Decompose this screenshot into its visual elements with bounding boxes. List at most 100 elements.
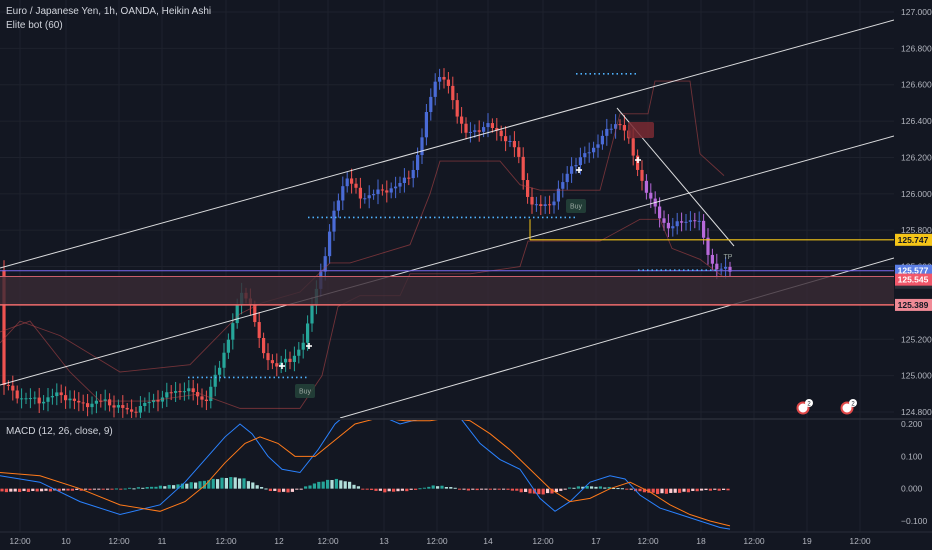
time-axis[interactable]: 12:00 10 12:00 11 12:00 12 12:00 13 12:00 14 12:00… bbox=[9, 536, 871, 546]
macd-histogram-bar bbox=[312, 483, 316, 489]
candle bbox=[121, 405, 125, 408]
candle bbox=[68, 398, 72, 401]
macd-histogram-bar bbox=[154, 486, 158, 489]
candle bbox=[649, 192, 653, 199]
macd-histogram-bar bbox=[44, 488, 48, 491]
macd-histogram-bar bbox=[700, 488, 704, 491]
price-tag-zone-top-text: 125.545 bbox=[898, 275, 929, 285]
candle bbox=[534, 204, 538, 206]
candle bbox=[134, 411, 138, 413]
event-badge-1-dot bbox=[805, 399, 813, 407]
macd-histogram-bar bbox=[40, 488, 44, 492]
candle bbox=[565, 173, 569, 183]
macd-histogram-bar bbox=[656, 488, 660, 495]
price-tick-label: 124.800 bbox=[901, 407, 932, 417]
candle bbox=[490, 123, 494, 128]
price-tick-label: 125.800 bbox=[901, 225, 932, 235]
candle bbox=[600, 135, 604, 145]
macd-histogram-bar bbox=[62, 488, 66, 491]
candle bbox=[86, 403, 90, 408]
macd-histogram-bar bbox=[400, 488, 404, 491]
candle bbox=[728, 266, 732, 272]
candle bbox=[644, 180, 648, 193]
macd-histogram-bar bbox=[282, 488, 286, 492]
symbol-legend[interactable]: Euro / Japanese Yen, 1h, OANDA, Heikin A… bbox=[6, 6, 212, 17]
candle bbox=[407, 177, 411, 179]
macd-histogram-bar bbox=[713, 488, 717, 490]
candle bbox=[174, 391, 178, 393]
macd-histogram-bar bbox=[647, 488, 651, 493]
macd-histogram-bar bbox=[585, 485, 589, 489]
macd-histogram-bar bbox=[528, 488, 532, 494]
macd-histogram-bar bbox=[682, 488, 686, 492]
candle bbox=[297, 349, 301, 356]
macd-tick-label: −0.100 bbox=[901, 516, 928, 526]
macd-pane[interactable] bbox=[0, 411, 731, 530]
candle bbox=[11, 385, 15, 391]
macd-histogram-bar bbox=[84, 488, 88, 490]
macd-histogram-bar bbox=[48, 488, 52, 492]
macd-histogram-bar bbox=[343, 481, 347, 489]
candle bbox=[112, 405, 116, 408]
macd-histogram-bar bbox=[722, 488, 726, 491]
macd-histogram-bar bbox=[330, 480, 334, 489]
macd-histogram-bar bbox=[519, 488, 523, 493]
macd-histogram-bar bbox=[414, 488, 418, 490]
macd-histogram-bar bbox=[488, 488, 492, 490]
macd-histogram-bar bbox=[726, 488, 730, 491]
macd-histogram-bar bbox=[211, 478, 215, 489]
price-pane[interactable]: Buy Buy TP 2 2 bbox=[0, 19, 894, 423]
candle bbox=[548, 204, 552, 206]
macd-histogram-bar bbox=[264, 488, 268, 490]
signal-line bbox=[0, 420, 731, 527]
macd-histogram-bar bbox=[145, 487, 149, 489]
time-tick-label: 17 bbox=[591, 536, 601, 546]
macd-histogram-bar bbox=[708, 488, 712, 491]
candle bbox=[24, 398, 28, 400]
candle bbox=[358, 187, 362, 199]
candle bbox=[191, 388, 195, 393]
candle bbox=[270, 360, 274, 364]
macd-histogram-bar bbox=[194, 482, 198, 489]
candle bbox=[350, 178, 354, 184]
candle bbox=[556, 188, 560, 202]
candle bbox=[416, 155, 420, 170]
macd-histogram-bar bbox=[260, 486, 264, 489]
macd-histogram-bar bbox=[625, 488, 629, 490]
candle bbox=[116, 405, 120, 408]
candle bbox=[147, 402, 151, 404]
macd-histogram-bar bbox=[374, 488, 378, 491]
candle bbox=[587, 152, 591, 154]
candle bbox=[640, 169, 644, 181]
grid bbox=[0, 0, 894, 532]
candle bbox=[178, 391, 182, 393]
candle bbox=[451, 85, 455, 101]
candle bbox=[561, 182, 565, 189]
candle bbox=[108, 399, 112, 406]
indicator-legend[interactable]: Elite bot (60) bbox=[6, 20, 63, 31]
candle bbox=[130, 409, 134, 412]
macd-legend[interactable]: MACD (12, 26, close, 9) bbox=[6, 426, 113, 437]
macd-histogram-bar bbox=[119, 488, 123, 490]
candle bbox=[292, 355, 296, 363]
candle bbox=[288, 358, 292, 363]
candle bbox=[266, 353, 270, 361]
candle bbox=[464, 123, 468, 133]
price-tag-zone-bottom-text: 125.389 bbox=[898, 300, 929, 310]
candle bbox=[526, 180, 530, 197]
candle bbox=[354, 183, 358, 188]
macd-histogram-bar bbox=[268, 488, 272, 492]
candle bbox=[204, 399, 208, 402]
macd-histogram-bar bbox=[651, 488, 655, 493]
channel-middle-line bbox=[0, 135, 894, 386]
candle bbox=[328, 231, 332, 257]
macd-histogram-bar bbox=[453, 487, 457, 489]
candle bbox=[28, 398, 32, 400]
macd-histogram-bar bbox=[568, 487, 572, 489]
macd-histogram-bar bbox=[88, 488, 92, 491]
candle bbox=[182, 391, 186, 393]
macd-axis[interactable]: 0.200 0.100 0.000 −0.100 bbox=[901, 419, 928, 526]
candle bbox=[385, 190, 389, 193]
